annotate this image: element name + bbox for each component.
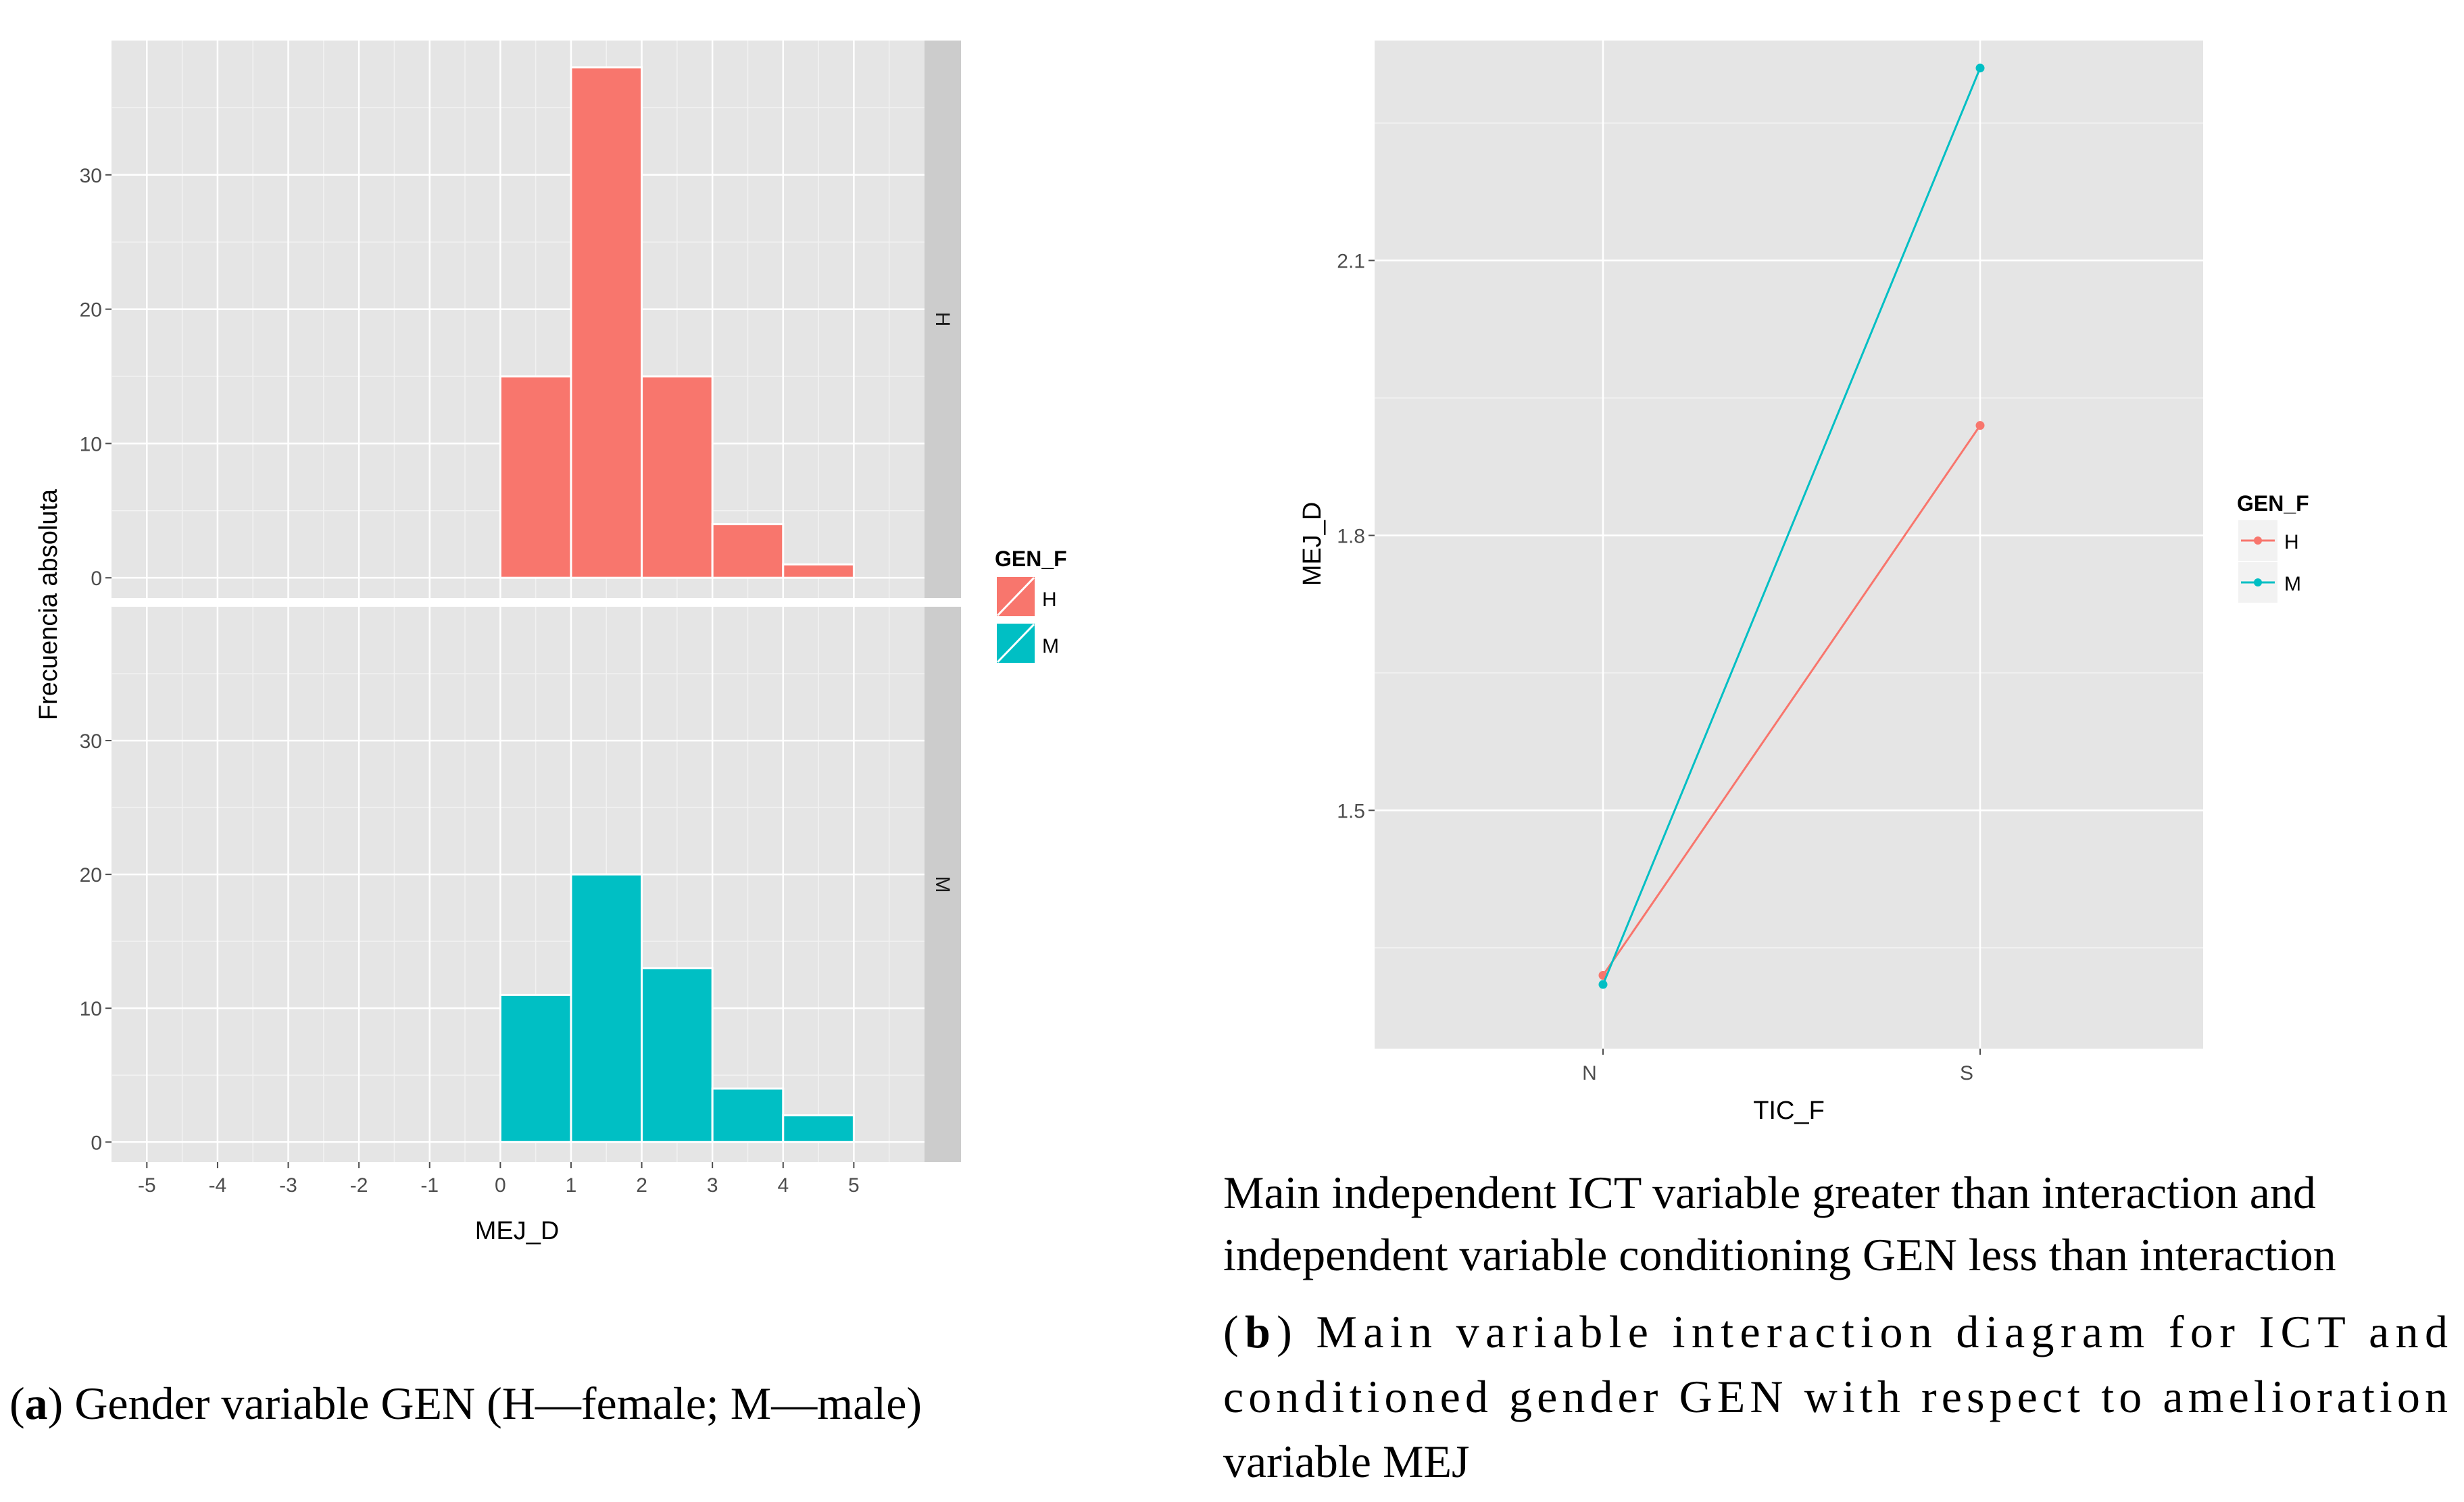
series-point-m-s (1975, 64, 1985, 73)
x-tick-label: 5 (848, 1174, 860, 1197)
interaction-legend: GEN_F H M (2237, 491, 2309, 603)
interaction-note-line-1: Main independent ICT variable greater th… (1223, 1167, 2316, 1218)
caption-a-letter: a (25, 1378, 48, 1429)
series-point-m-n (1598, 980, 1608, 989)
histogram-y-axis-title: Frecuencia absoluta (34, 489, 63, 720)
x-tick-label: 0 (495, 1174, 506, 1197)
histogram-y-axis: 0 10 20 30 0 10 20 30 (80, 165, 112, 1154)
x-tick-label: 1 (566, 1174, 577, 1197)
y-tick-label: 2.1 (1337, 251, 1365, 273)
histogram-legend-key-h-stroke (996, 576, 1035, 617)
caption-b-line-1: (b) Main variable interaction diagram fo… (1223, 1306, 2448, 1357)
histogram-bar-h-bin-3 (711, 523, 785, 579)
interaction-y-axis: 1.5 1.8 2.1 (1337, 251, 1375, 822)
interaction-legend-key-h-point (2254, 536, 2262, 545)
facet-strip-h-label: H (931, 312, 954, 327)
histogram-x-axis-title: MEJ_D (475, 1217, 560, 1245)
y-tick-label: 20 (80, 864, 102, 886)
interaction-x-axis-title: TIC_F (1753, 1097, 1825, 1125)
series-point-h-s (1975, 421, 1985, 430)
caption-b-line-2: conditioned gender GEN with respect to a… (1223, 1371, 2448, 1422)
histogram-bar-h-bin-2 (641, 375, 714, 579)
histogram-legend-label-h: H (1042, 589, 1057, 611)
facet-strip-m (925, 607, 961, 1162)
x-tick-label: 4 (777, 1174, 789, 1197)
facet-strip-h (925, 41, 961, 598)
x-tick-label: 2 (636, 1174, 647, 1197)
interaction-legend-label-h: H (2284, 531, 2299, 553)
x-tick-label: -3 (279, 1174, 297, 1197)
histogram-bar-m-bin-2 (641, 967, 714, 1143)
x-tick-label: 3 (707, 1174, 718, 1197)
interaction-legend-label-m: M (2284, 573, 2301, 595)
y-tick-label: 10 (80, 433, 102, 455)
histogram-legend-label-m: M (1042, 635, 1059, 657)
histogram-x-axis: -5 -4 -3 -2 -1 0 1 2 3 4 5 (138, 1162, 860, 1197)
histogram-legend-title: GEN_F (995, 547, 1067, 571)
caption-b-line-3: variable MEJ (1223, 1436, 1469, 1487)
x-tick-label: S (1960, 1062, 1973, 1084)
x-tick-label: -2 (350, 1174, 368, 1197)
interaction-note-line-2: independent variable conditioning GEN le… (1223, 1229, 2336, 1280)
caption-a: (a) Gender variable GEN (H—female; M—mal… (9, 1378, 922, 1429)
y-tick-label: 30 (80, 165, 102, 187)
x-tick-label: -1 (420, 1174, 439, 1197)
y-tick-label: 1.8 (1337, 525, 1365, 547)
histogram-bar-h-bin-4 (782, 563, 855, 579)
series-line-h (1602, 424, 1981, 976)
interaction-series (1598, 64, 1985, 989)
interaction-gridlines (1375, 41, 2203, 1049)
interaction-y-axis-title: MEJ_D (1298, 502, 1327, 586)
caption-a-text: Gender variable GEN (H—female; M—male) (63, 1378, 922, 1429)
histogram-bar-m-bin-3 (711, 1087, 785, 1143)
histogram-bar-h-bin-1 (570, 66, 643, 579)
x-tick-label: N (1582, 1062, 1597, 1084)
histogram-panel: H M 0 10 20 30 0 10 20 30 -5 -4 -3 -2 -1 0 1 2 3 4 5 MEJ_… (34, 41, 1067, 1245)
y-tick-label: 0 (91, 568, 102, 590)
interaction-legend-title: GEN_F (2237, 491, 2309, 516)
histogram-bars (499, 66, 855, 1143)
histogram-legend: GEN_F H M (995, 547, 1067, 664)
histogram-bar-h-bin-0 (499, 375, 572, 579)
x-tick-label: -4 (209, 1174, 227, 1197)
caption-b: (b) Main variable interaction diagram fo… (1223, 1306, 2464, 1487)
histogram-legend-key-m-stroke (996, 623, 1035, 664)
facet-strip-m-label: M (931, 876, 954, 893)
y-tick-label: 30 (80, 730, 102, 753)
interaction-note: Main independent ICT variable greater th… (1223, 1167, 2336, 1280)
interaction-legend-key-m-point (2254, 578, 2262, 586)
interaction-plot-area (1375, 41, 2203, 1049)
x-tick-label: -5 (138, 1174, 156, 1197)
histogram-bar-m-bin-0 (499, 993, 572, 1143)
y-tick-label: 10 (80, 998, 102, 1020)
y-tick-label: 1.5 (1337, 800, 1365, 822)
series-line-m (1602, 68, 1981, 985)
histogram-bar-m-bin-4 (782, 1114, 855, 1143)
histogram-bar-m-bin-1 (570, 873, 643, 1143)
y-tick-label: 0 (91, 1132, 102, 1154)
y-tick-label: 20 (80, 299, 102, 322)
